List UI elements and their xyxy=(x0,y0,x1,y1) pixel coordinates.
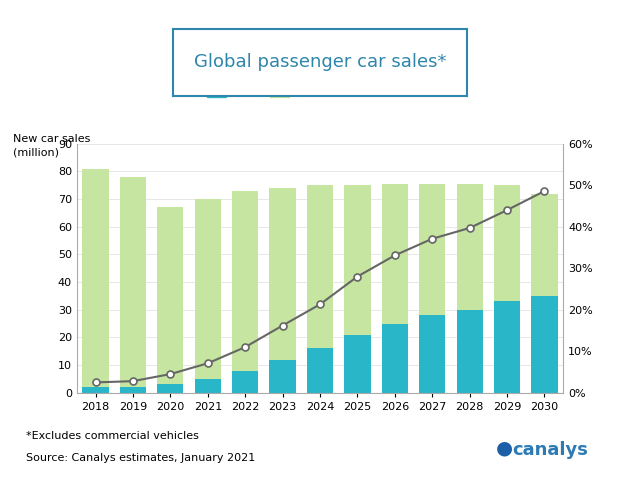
Bar xyxy=(531,296,557,393)
Bar xyxy=(494,301,520,393)
Bar xyxy=(269,360,296,393)
Bar xyxy=(195,199,221,379)
Bar xyxy=(344,185,371,335)
Bar xyxy=(307,185,333,349)
Bar xyxy=(120,387,146,393)
Bar xyxy=(157,207,184,385)
Text: Source: Canalys estimates, January 2021: Source: Canalys estimates, January 2021 xyxy=(26,453,255,463)
Bar xyxy=(157,385,184,393)
Text: Global passenger car sales*: Global passenger car sales* xyxy=(194,53,446,71)
Bar xyxy=(232,191,259,371)
Text: canalys: canalys xyxy=(512,441,588,459)
Bar xyxy=(456,310,483,393)
Bar xyxy=(120,177,146,387)
Bar xyxy=(307,349,333,393)
Bar xyxy=(494,185,520,301)
Text: ●: ● xyxy=(496,438,513,457)
Bar xyxy=(232,371,259,393)
Bar xyxy=(381,324,408,393)
Bar xyxy=(381,184,408,324)
Bar xyxy=(344,335,371,393)
Text: *Excludes commercial vehicles: *Excludes commercial vehicles xyxy=(26,431,198,441)
Legend: EVs, Other cars, EV %: EVs, Other cars, EV % xyxy=(202,80,438,103)
Bar xyxy=(419,184,445,315)
Bar xyxy=(419,315,445,393)
Text: New car sales
(million): New car sales (million) xyxy=(13,134,90,157)
Bar xyxy=(531,194,557,296)
Bar xyxy=(269,188,296,360)
Bar xyxy=(83,387,109,393)
Bar xyxy=(456,184,483,310)
Bar xyxy=(83,169,109,387)
Bar xyxy=(195,379,221,393)
